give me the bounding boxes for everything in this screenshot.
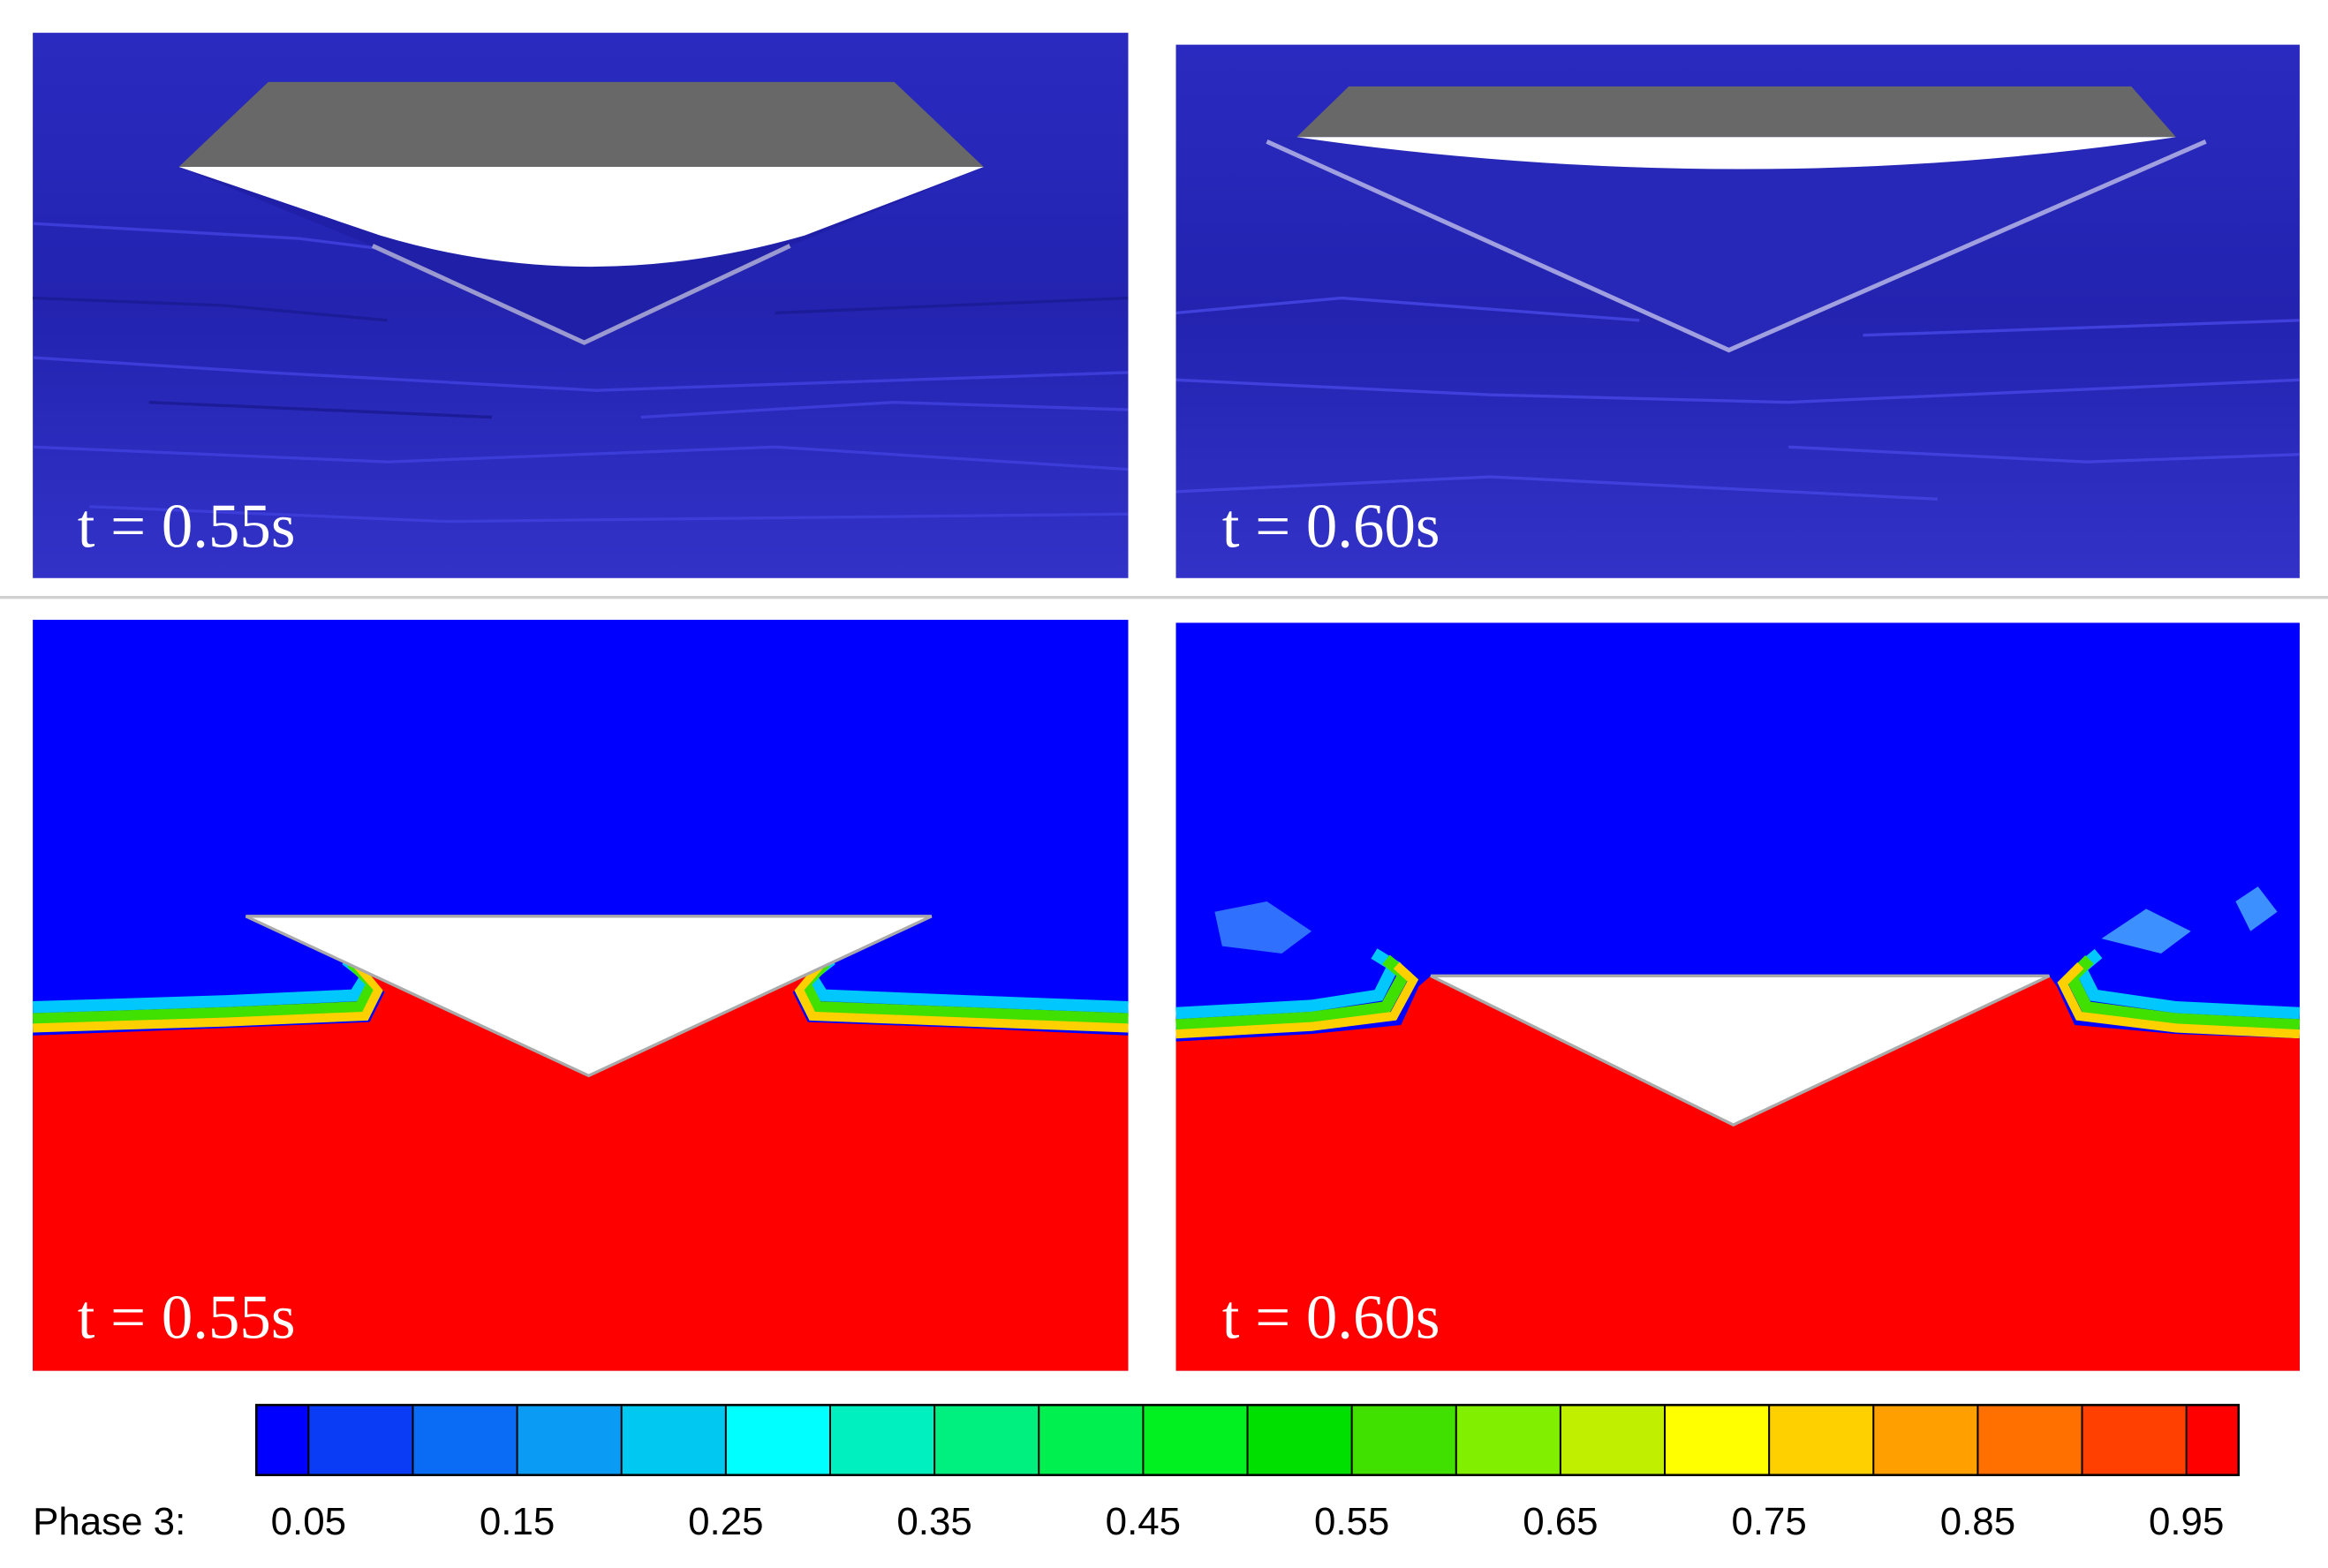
colorbar: 0.05 0.15 0.25 0.35 0.45 0.55 0.65 0.75 0.85 0.95 (255, 1404, 2241, 1543)
colorbar-frame (255, 1404, 2241, 1476)
tick-label: 0.75 (1731, 1500, 1806, 1543)
color-segment (1247, 1405, 1352, 1475)
tick-label: 0.25 (688, 1500, 763, 1543)
tick-label: 0.85 (1940, 1500, 2015, 1543)
tick-label: 0.55 (1314, 1500, 1389, 1543)
color-segment (934, 1405, 1039, 1475)
color-segment (1977, 1405, 2082, 1475)
render-panel (1175, 44, 2301, 578)
color-segment (308, 1405, 413, 1475)
color-segment (1560, 1405, 1666, 1475)
color-segment (1665, 1405, 1770, 1475)
color-segment (1769, 1405, 1874, 1475)
time-label: t = 0.55s (78, 1283, 296, 1352)
color-segment (256, 1405, 309, 1475)
color-segment (1039, 1405, 1144, 1475)
render-panel (33, 33, 1129, 578)
tick-label: 0.15 (480, 1500, 555, 1543)
time-label: t = 0.60s (1222, 1283, 1440, 1352)
colorbar-label: Phase 3: (33, 1500, 185, 1543)
time-label: t = 0.55s (78, 492, 296, 561)
tick-label: 0.35 (896, 1500, 971, 1543)
tick-label: 0.45 (1106, 1500, 1181, 1543)
color-segment (1351, 1405, 1456, 1475)
contour-panel (32, 620, 1129, 1371)
color-segment (1873, 1405, 1978, 1475)
tick-label: 0.65 (1523, 1500, 1598, 1543)
color-segment (412, 1405, 518, 1475)
tick-label: 0.95 (2149, 1500, 2224, 1543)
color-segment (829, 1405, 935, 1475)
color-segment (2082, 1405, 2187, 1475)
tick-label: 0.05 (271, 1500, 346, 1543)
color-segment (725, 1405, 830, 1475)
time-label: t = 0.60s (1222, 492, 1440, 561)
contour-panel (1175, 622, 2301, 1371)
color-segment (517, 1405, 622, 1475)
color-segment (621, 1405, 726, 1475)
color-segment (1143, 1405, 1248, 1475)
color-segment (1455, 1405, 1561, 1475)
color-segment (2186, 1405, 2239, 1475)
